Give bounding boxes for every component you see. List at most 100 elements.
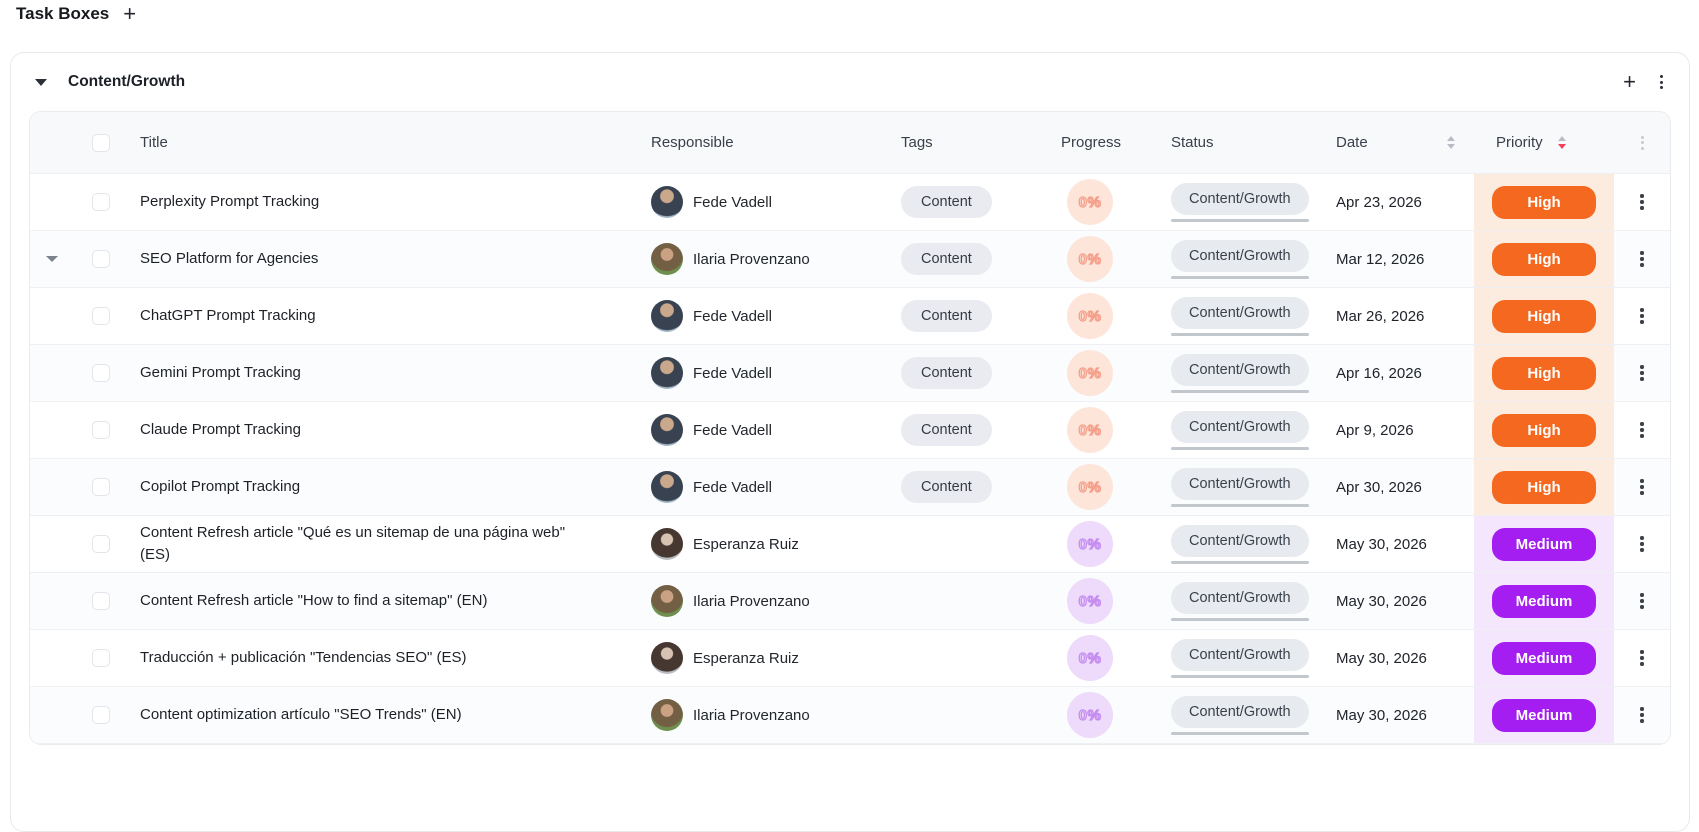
status-pill[interactable]: Content/Growth xyxy=(1171,410,1309,450)
title-cell: Traducción + publicación "Tendencias SEO… xyxy=(128,630,639,686)
sort-priority-icon[interactable] xyxy=(1555,133,1569,152)
group-header: Content/Growth + xyxy=(11,53,1689,111)
row-menu-icon[interactable] xyxy=(1636,418,1647,441)
priority-pill[interactable]: High xyxy=(1492,242,1596,276)
responsible-name: Esperanza Ruiz xyxy=(693,649,799,667)
date-cell[interactable]: Apr 23, 2026 xyxy=(1324,174,1474,230)
title-cell: Copilot Prompt Tracking xyxy=(128,459,639,515)
add-task-box-icon[interactable]: + xyxy=(123,1,137,26)
priority-pill[interactable]: Medium xyxy=(1492,527,1596,561)
row-menu-icon[interactable] xyxy=(1636,190,1647,213)
status-pill[interactable]: Content/Growth xyxy=(1171,353,1309,393)
task-title[interactable]: Content optimization artículo "SEO Trend… xyxy=(140,705,462,723)
progress-badge[interactable]: 0% xyxy=(1067,350,1113,396)
table-row: ChatGPT Prompt Tracking Fede Vadell Cont… xyxy=(30,288,1670,345)
status-pill[interactable]: Content/Growth xyxy=(1171,581,1309,621)
status-pill[interactable]: Content/Growth xyxy=(1171,182,1309,222)
row-checkbox[interactable] xyxy=(92,706,110,724)
row-checkbox[interactable] xyxy=(92,421,110,439)
progress-badge[interactable]: 0% xyxy=(1067,407,1113,453)
row-menu-cell xyxy=(1614,231,1670,287)
status-pill[interactable]: Content/Growth xyxy=(1171,296,1309,336)
task-title[interactable]: Claude Prompt Tracking xyxy=(140,420,301,438)
date-cell[interactable]: Mar 26, 2026 xyxy=(1324,288,1474,344)
table-row: SEO Platform for Agencies Ilaria Provenz… xyxy=(30,231,1670,288)
progress-badge[interactable]: 0% xyxy=(1067,179,1113,225)
task-title[interactable]: Copilot Prompt Tracking xyxy=(140,477,301,495)
select-all-checkbox[interactable] xyxy=(92,133,110,152)
progress-badge[interactable]: 0% xyxy=(1067,578,1113,624)
tag-pill[interactable]: Content xyxy=(901,243,992,275)
row-menu-icon[interactable] xyxy=(1636,475,1647,498)
progress-badge[interactable]: 0% xyxy=(1067,293,1113,339)
collapse-group-icon[interactable] xyxy=(35,78,47,86)
sort-date-icon[interactable] xyxy=(1444,133,1458,152)
date-cell[interactable]: Mar 12, 2026 xyxy=(1324,231,1474,287)
progress-badge[interactable]: 0% xyxy=(1067,521,1113,567)
tag-pill[interactable]: Content xyxy=(901,186,992,218)
row-checkbox[interactable] xyxy=(92,193,110,211)
tag-pill[interactable]: Content xyxy=(901,471,992,503)
status-pill[interactable]: Content/Growth xyxy=(1171,467,1309,507)
priority-pill[interactable]: High xyxy=(1492,470,1596,504)
row-checkbox[interactable] xyxy=(92,649,110,667)
row-checkbox[interactable] xyxy=(92,478,110,496)
row-menu-icon[interactable] xyxy=(1636,304,1647,327)
row-checkbox[interactable] xyxy=(92,592,110,610)
row-checkbox[interactable] xyxy=(92,364,110,382)
status-pill[interactable]: Content/Growth xyxy=(1171,695,1309,735)
row-menu-icon[interactable] xyxy=(1636,703,1647,726)
task-title[interactable]: Content Refresh article "Qué es un sitem… xyxy=(140,523,566,564)
status-label: Content/Growth xyxy=(1171,239,1309,272)
priority-pill[interactable]: Medium xyxy=(1492,698,1596,732)
group-menu-icon[interactable] xyxy=(1656,71,1667,93)
priority-pill[interactable]: High xyxy=(1492,299,1596,333)
priority-pill[interactable]: High xyxy=(1492,356,1596,390)
row-menu-icon[interactable] xyxy=(1636,646,1647,669)
add-task-icon[interactable]: + xyxy=(1623,69,1636,94)
date-cell[interactable]: May 30, 2026 xyxy=(1324,630,1474,686)
priority-pill[interactable]: High xyxy=(1492,185,1596,219)
status-pill[interactable]: Content/Growth xyxy=(1171,524,1309,564)
task-title[interactable]: ChatGPT Prompt Tracking xyxy=(140,306,316,324)
row-menu-icon[interactable] xyxy=(1636,532,1647,555)
task-title[interactable]: Content Refresh article "How to find a s… xyxy=(140,591,488,609)
row-checkbox[interactable] xyxy=(92,535,110,553)
progress-badge[interactable]: 0% xyxy=(1067,692,1113,738)
due-date: May 30, 2026 xyxy=(1336,592,1427,610)
priority-pill[interactable]: Medium xyxy=(1492,641,1596,675)
date-cell[interactable]: Apr 16, 2026 xyxy=(1324,345,1474,401)
responsible-cell: Fede Vadell xyxy=(639,459,889,515)
date-cell[interactable]: Apr 9, 2026 xyxy=(1324,402,1474,458)
expand-row-icon[interactable] xyxy=(46,256,58,262)
task-title[interactable]: SEO Platform for Agencies xyxy=(140,249,319,267)
row-menu-icon[interactable] xyxy=(1636,589,1647,612)
date-cell[interactable]: Apr 30, 2026 xyxy=(1324,459,1474,515)
responsible-cell: Fede Vadell xyxy=(639,402,889,458)
row-menu-icon[interactable] xyxy=(1636,247,1647,270)
tag-pill[interactable]: Content xyxy=(901,300,992,332)
row-checkbox[interactable] xyxy=(92,307,110,325)
row-menu-icon[interactable] xyxy=(1636,361,1647,384)
tag-pill[interactable]: Content xyxy=(901,357,992,389)
date-cell[interactable]: May 30, 2026 xyxy=(1324,687,1474,743)
task-title[interactable]: Perplexity Prompt Tracking xyxy=(140,192,320,210)
priority-cell: High xyxy=(1474,402,1614,458)
progress-badge[interactable]: 0% xyxy=(1067,635,1113,681)
task-title[interactable]: Gemini Prompt Tracking xyxy=(140,363,301,381)
task-title[interactable]: Traducción + publicación "Tendencias SEO… xyxy=(140,648,467,666)
due-date: May 30, 2026 xyxy=(1336,706,1427,724)
status-pill[interactable]: Content/Growth xyxy=(1171,638,1309,678)
progress-cell: 0% xyxy=(1049,573,1159,629)
progress-badge[interactable]: 0% xyxy=(1067,236,1113,282)
priority-pill[interactable]: High xyxy=(1492,413,1596,447)
date-cell[interactable]: May 30, 2026 xyxy=(1324,516,1474,572)
header-date: Date xyxy=(1324,133,1474,152)
header-menu-icon[interactable] xyxy=(1637,132,1648,154)
tag-pill[interactable]: Content xyxy=(901,414,992,446)
date-cell[interactable]: May 30, 2026 xyxy=(1324,573,1474,629)
progress-badge[interactable]: 0% xyxy=(1067,464,1113,510)
status-pill[interactable]: Content/Growth xyxy=(1171,239,1309,279)
row-checkbox[interactable] xyxy=(92,250,110,268)
priority-pill[interactable]: Medium xyxy=(1492,584,1596,618)
